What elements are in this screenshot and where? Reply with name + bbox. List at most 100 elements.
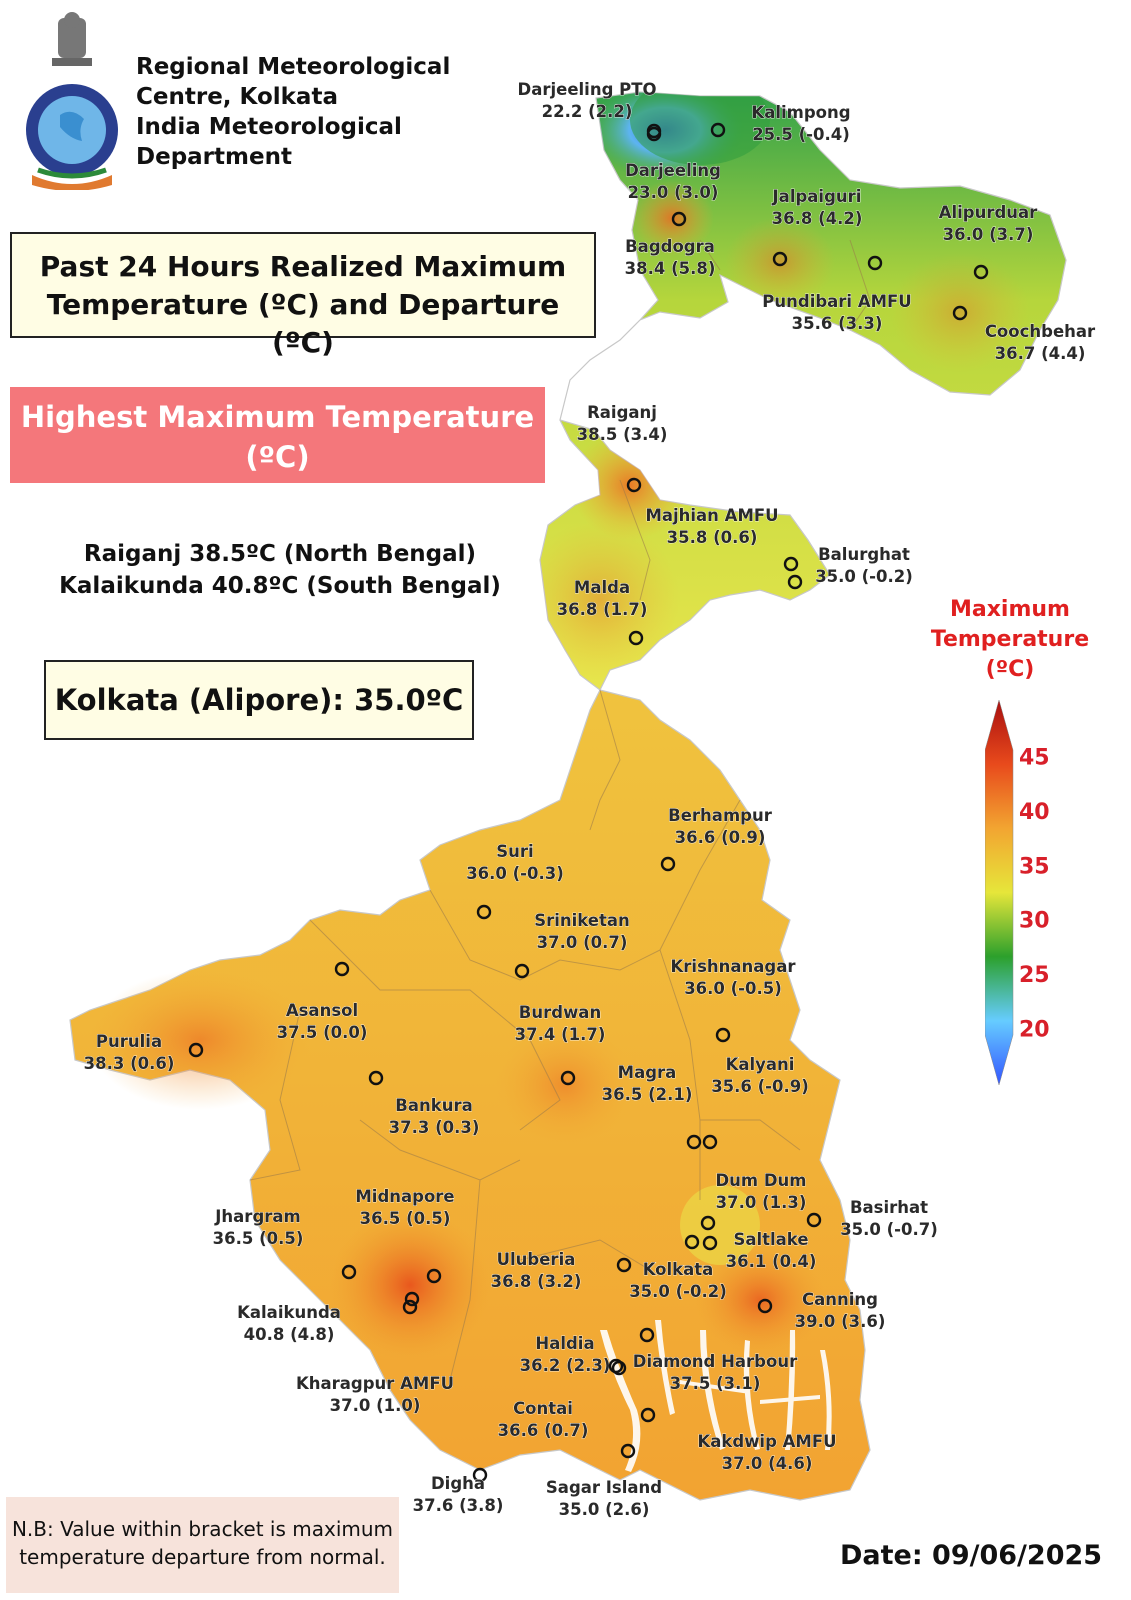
station-purulia: Purulia 38.3 (0.6) [83,1032,204,1073]
station-marker [476,904,492,920]
station-balurghat: Balurghat 35.0 (-0.2) [787,545,913,590]
organisation-name: Regional Meteorological Centre, Kolkata … [136,52,466,172]
station-marker [639,1327,655,1343]
station-name: Kolkata [643,1260,714,1279]
station-value: 36.0 (-0.3) [466,864,564,883]
station-value: 37.6 (3.8) [413,1496,504,1515]
station-haldia: Haldia 36.2 (2.3) [519,1334,627,1375]
station-value: 37.0 (1.3) [716,1193,807,1212]
station-name: Kalimpong [751,103,850,122]
imd-logo [26,12,118,190]
station-kakdwip-amfu: Kakdwip AMFU 37.0 (4.6) [620,1432,837,1473]
station-marker [404,1291,420,1307]
station-name: Balurghat [818,545,910,564]
station-marker [757,1298,773,1314]
station-marker [341,1264,357,1280]
station-name: Malda [574,578,630,597]
legend-title-line: Temperature [930,627,1090,652]
station-value: 39.0 (3.6) [795,1312,886,1331]
station-value: 35.6 (3.3) [792,314,883,333]
station-value: 36.6 (0.7) [498,1421,589,1440]
station-value: 36.8 (1.7) [557,600,648,619]
station-name: Bagdogra [625,237,715,256]
station-name: Asansol [286,1001,358,1020]
station-marker [334,961,350,977]
station-name: Sriniketan [534,911,630,930]
station-value: 37.5 (0.0) [277,1023,368,1042]
station-dum-dum: Dum Dum 37.0 (1.3) [700,1171,807,1231]
station-midnapore: Midnapore 36.5 (0.5) [355,1187,455,1284]
station-value: 36.5 (0.5) [360,1209,451,1228]
station-name: Jhargram [214,1207,300,1226]
station-kalyani: Kalyani 35.6 (-0.9) [686,1055,809,1150]
station-name: Krishnanagar [671,957,797,976]
station-value: 36.0 (-0.5) [684,979,782,998]
station-name: Saltlake [733,1230,808,1249]
station-alipurduar: Alipurduar 36.0 (3.7) [867,203,1039,271]
highest-heading-line: (ºC) [245,440,310,474]
station-value: 35.0 (-0.7) [840,1220,938,1239]
highest-south-bengal: Kalaikunda 40.8ºC (South Bengal) [59,573,501,599]
station-marker [626,477,642,493]
station-name: Magra [618,1063,677,1082]
station-canning: Canning 39.0 (3.6) [757,1290,886,1331]
station-value: 36.1 (0.4) [726,1252,817,1271]
station-marker [686,1134,702,1150]
station-name: Purulia [96,1032,162,1051]
station-value: 23.0 (3.0) [628,183,719,202]
station-name: Sagar Island [546,1478,662,1497]
station-marker [952,305,968,321]
station-value: 36.5 (0.5) [213,1229,304,1248]
station-name: Contai [513,1399,573,1418]
station-marker [702,1134,718,1150]
station-basirhat: Basirhat 35.0 (-0.7) [806,1198,938,1239]
station-diamond-harbour: Diamond Harbour 37.5 (3.1) [632,1327,798,1393]
station-uluberia: Uluberia 36.8 (3.2) [490,1250,632,1291]
station-marker [973,264,989,280]
highest-heading-line: Highest Maximum Temperature [20,400,535,434]
station-name: Kalaikunda [237,1303,341,1322]
kolkata-alipore-box: Kolkata (Alipore): 35.0ºC [44,660,474,740]
station-name: Coochbehar [985,322,1096,341]
station-saltlake: Saltlake 36.1 (0.4) [684,1230,817,1271]
station-marker [628,630,644,646]
station-name: Suri [496,842,533,861]
station-marker [715,1027,731,1043]
sundarbans-islands [600,1320,832,1472]
colorbar-tick-label: 45 [1019,746,1050,771]
station-value: 35.0 (2.6) [559,1500,650,1519]
map-title-box: Past 24 Hours Realized Maximum Temperatu… [10,232,596,359]
station-name: Majhian AMFU [645,506,778,525]
station-name: Darjeeling [625,161,721,180]
station-name: Basirhat [850,1198,928,1217]
station-jalpaiguri: Jalpaiguri 36.8 (4.2) [771,187,863,267]
station-value: 36.6 (0.9) [675,828,766,847]
station-marker [514,963,530,979]
station-value: 38.3 (0.6) [84,1054,175,1073]
station-marker [684,1234,700,1250]
station-pundibari-amfu: Pundibari AMFU 35.6 (3.3) [762,264,989,333]
station-value: 25.5 (-0.4) [752,125,850,144]
station-name: Alipurduar [939,203,1038,222]
station-name: Kakdwip AMFU [697,1432,836,1451]
station-kharagpur-amfu: Kharagpur AMFU 37.0 (1.0) [296,1299,454,1415]
footnote-line: N.B: Value within bracket is maximum [11,1517,394,1541]
map-title-line: Past 24 Hours Realized Maximum [39,250,567,283]
colorbar-tick-label: 30 [1019,909,1050,934]
station-marker [700,1215,716,1231]
station-marker [560,1070,576,1086]
station-kalimpong: Kalimpong 25.5 (-0.4) [710,103,851,144]
colorbar-scale [985,700,1014,1086]
station-name: Berhampur [668,806,773,825]
station-marker [671,211,687,227]
org-line: India Meteorological [136,114,402,140]
station-marker [646,123,662,139]
org-line: Department [136,144,292,170]
ashoka-emblem-icon [52,12,92,66]
station-name: Canning [802,1290,878,1309]
station-marker [702,1235,718,1251]
station-name: Digha [431,1474,485,1493]
highest-north-bengal: Raiganj 38.5ºC (North Bengal) [83,541,477,567]
station-darjeeling: Darjeeling 23.0 (3.0) [625,123,721,202]
district-boundaries [249,239,871,1381]
